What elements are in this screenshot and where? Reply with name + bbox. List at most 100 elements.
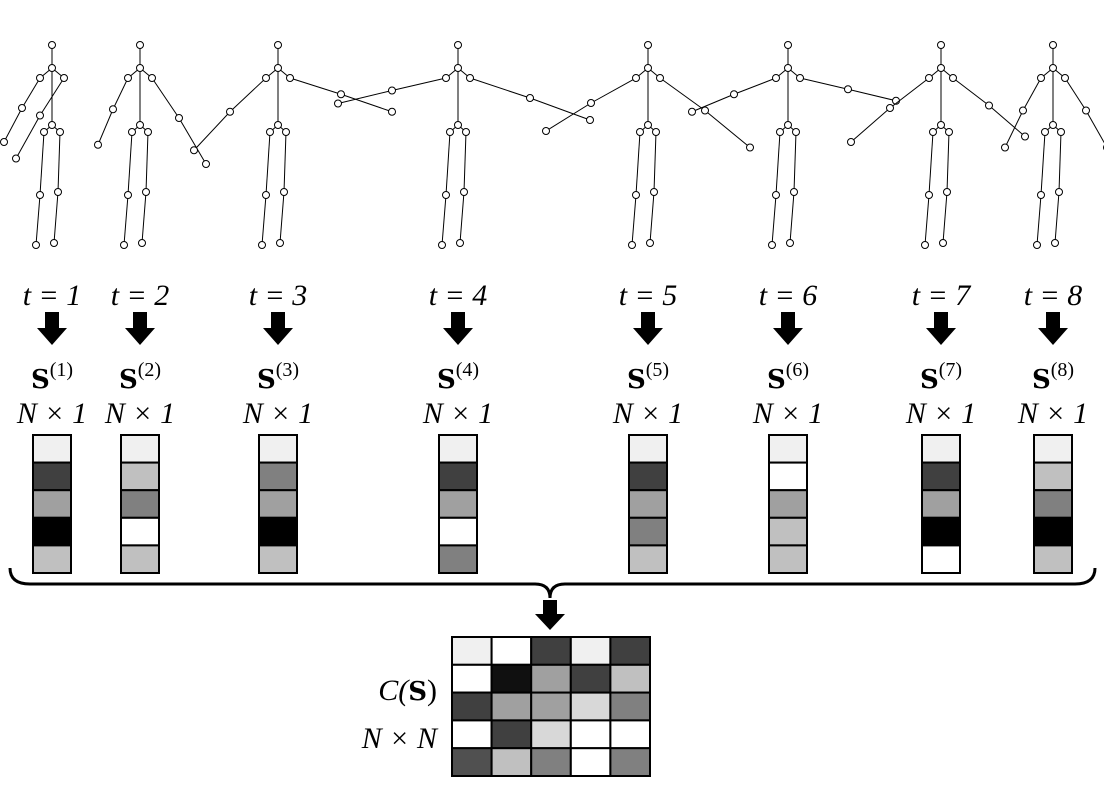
joint [702, 107, 709, 114]
matrix-cell [610, 665, 650, 693]
size-label: N × 1 [104, 397, 175, 430]
joint [657, 75, 664, 82]
matrix-cell [571, 720, 611, 748]
cell [629, 490, 667, 518]
joint [1022, 133, 1029, 140]
matrix-cell [610, 693, 650, 721]
matrix-cell [492, 665, 532, 693]
joint [125, 75, 132, 82]
joint [227, 108, 234, 115]
joint [277, 240, 284, 247]
bone [4, 108, 22, 142]
state-symbol: S [920, 365, 939, 395]
bone [142, 192, 146, 243]
joint [793, 129, 800, 136]
joint [651, 189, 658, 196]
joint [629, 242, 636, 249]
joint [645, 65, 652, 72]
joint [633, 75, 640, 82]
bone [848, 89, 896, 101]
bone [464, 132, 466, 192]
state-index: (7) [939, 359, 962, 381]
cell [769, 490, 807, 518]
joint [1002, 144, 1009, 151]
arrow [535, 600, 565, 630]
label-symbol: S [408, 677, 427, 707]
bone [280, 192, 284, 243]
arrow [125, 312, 155, 345]
skeleton [1002, 42, 1104, 249]
joint [137, 42, 144, 49]
joint [1058, 129, 1065, 136]
bone [943, 192, 947, 243]
joint [439, 242, 446, 249]
joint [137, 122, 144, 129]
cell [33, 490, 71, 518]
state-label: S(4) [437, 359, 479, 395]
size-label: N × 1 [242, 397, 313, 430]
joint [1038, 192, 1045, 199]
cell [922, 490, 960, 518]
matrix-cell [452, 720, 492, 748]
skeleton [1, 42, 68, 249]
state-label: S(3) [257, 359, 299, 395]
bone [692, 94, 734, 112]
time-label: t = 3 [249, 279, 308, 312]
state-label: S(2) [119, 359, 161, 395]
joint [37, 75, 44, 82]
cell [1034, 545, 1072, 573]
joint [1050, 42, 1057, 49]
state-index: (2) [138, 359, 161, 381]
cell [1034, 490, 1072, 518]
cell [1034, 463, 1072, 491]
joint [946, 129, 953, 136]
bone [113, 78, 128, 109]
matrix-cell [531, 693, 571, 721]
joint [950, 75, 957, 82]
size-label: N × 1 [16, 397, 87, 430]
joint [125, 192, 132, 199]
bone [36, 195, 40, 245]
label-function: C( [378, 674, 410, 707]
joint [176, 115, 183, 122]
size-label: N × 1 [752, 397, 823, 430]
bone [772, 195, 776, 245]
cell [922, 518, 960, 546]
cell [439, 545, 477, 573]
matrix-cell [571, 665, 611, 693]
bone [266, 132, 270, 195]
state-label: S(7) [920, 359, 962, 395]
joint [443, 192, 450, 199]
state-symbol: S [1032, 365, 1051, 395]
skeleton [335, 42, 594, 249]
cell [922, 435, 960, 463]
joint [41, 129, 48, 136]
joint [922, 242, 929, 249]
matrix-cell [610, 720, 650, 748]
joint [275, 122, 282, 129]
bone [442, 195, 446, 245]
cell [769, 518, 807, 546]
cell [121, 545, 159, 573]
bone [705, 111, 750, 148]
joint [455, 65, 462, 72]
state-index: (8) [1051, 359, 1074, 381]
cell [769, 463, 807, 491]
bone [290, 78, 341, 94]
cell [439, 435, 477, 463]
joint [389, 108, 396, 115]
joint [637, 129, 644, 136]
bone [22, 78, 40, 108]
time-label: t = 5 [619, 279, 678, 312]
matrix-cell [571, 693, 611, 721]
joint [645, 122, 652, 129]
joint [689, 108, 696, 115]
bone [446, 132, 450, 195]
joint [463, 129, 470, 136]
joint [191, 147, 198, 154]
cell [629, 435, 667, 463]
cell [259, 545, 297, 573]
cell [769, 545, 807, 573]
bone [1059, 132, 1061, 192]
